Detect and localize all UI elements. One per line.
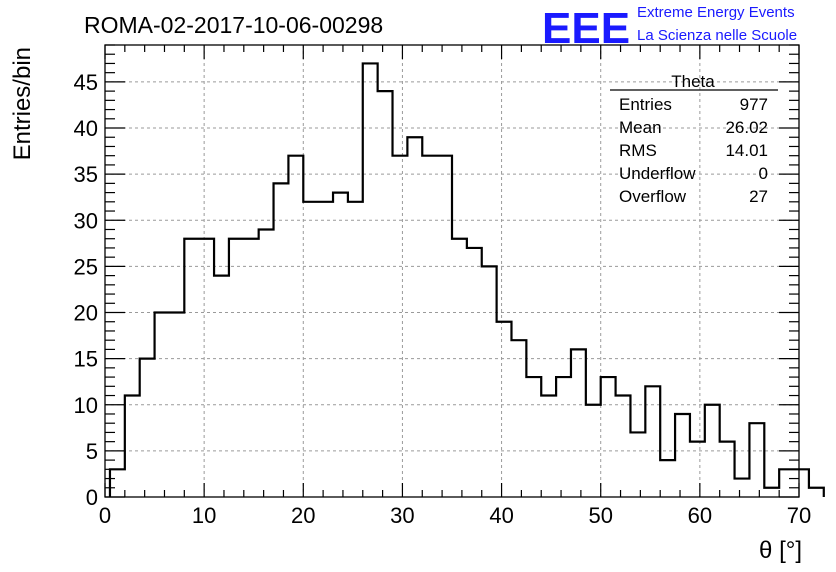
stats-row-value: 14.01	[725, 141, 768, 160]
brand-line-1: Extreme Energy Events	[637, 4, 795, 21]
x-tick-label: 30	[390, 503, 414, 528]
x-tick-label: 40	[489, 503, 513, 528]
histogram-bin	[303, 202, 318, 497]
plot-frame	[104, 44, 800, 498]
stats-row-value: 0	[759, 164, 768, 183]
histogram-bin	[511, 340, 526, 497]
y-tick-label: 20	[74, 301, 98, 326]
histogram-bin	[437, 156, 452, 497]
chart-title: ROMA-02-2017-10-06-00298	[84, 12, 383, 38]
histogram-bin	[214, 276, 229, 497]
histogram-bin	[169, 313, 184, 497]
axis-ticks	[104, 44, 800, 498]
histogram-bin	[259, 229, 274, 497]
brand-line-2: La Scienza nelle Scuole	[637, 27, 797, 44]
stats-box-name: Theta	[671, 72, 715, 91]
y-tick-label: 0	[86, 485, 98, 510]
histogram-bin	[764, 488, 779, 497]
stats-row-value: 26.02	[725, 118, 768, 137]
x-tick-label: 50	[588, 503, 612, 528]
histogram-bin	[184, 239, 199, 497]
y-tick-label: 5	[86, 439, 98, 464]
histogram-bin	[229, 239, 244, 497]
y-tick-label: 45	[74, 70, 98, 95]
histogram-bin	[571, 349, 586, 497]
histogram-bin	[140, 359, 155, 497]
y-axis-title: Entries/bin	[9, 47, 36, 160]
stats-row-value: 977	[740, 95, 768, 114]
y-tick-label: 30	[74, 208, 98, 233]
histogram-bin	[660, 460, 675, 497]
histogram-bin	[541, 396, 556, 497]
histogram-bin	[363, 63, 378, 497]
y-tick-label: 35	[74, 162, 98, 187]
histogram-bin	[393, 156, 408, 497]
y-tick-label: 25	[74, 254, 98, 279]
histogram-bin	[407, 137, 422, 497]
x-tick-label: 20	[291, 503, 315, 528]
stats-row-label: Entries	[619, 95, 672, 114]
x-tick-label: 70	[787, 503, 811, 528]
tick-labels: 0 10 20 30 40 50 60 70 0 5 10 15 20 25 30 35 40 45	[74, 70, 812, 528]
histogram-bin	[690, 442, 705, 497]
grid-lines	[105, 45, 799, 497]
histogram-bin	[452, 239, 467, 497]
histogram-bin	[497, 322, 512, 497]
histogram-bin	[675, 414, 690, 497]
histogram-bin	[749, 423, 764, 497]
histogram-bin	[378, 91, 393, 497]
histogram-outline	[108, 62, 825, 497]
histogram-bin	[735, 479, 750, 497]
x-axis-title: θ [°]	[759, 537, 802, 564]
histogram-bin	[125, 396, 140, 497]
histogram-bin	[244, 239, 259, 497]
y-tick-label: 40	[74, 116, 98, 141]
histogram-bin	[199, 239, 214, 497]
x-tick-label: 60	[688, 503, 712, 528]
y-tick-label: 15	[74, 347, 98, 372]
stats-box: Theta Entries 977 Mean 26.02 RMS 14.01 Underfl…	[610, 72, 778, 206]
histogram-bin	[274, 183, 289, 497]
histogram-bin	[705, 405, 720, 497]
histogram-bin	[809, 488, 824, 497]
histogram-bin	[333, 193, 348, 497]
histogram-bin	[288, 156, 303, 497]
histogram-bin	[155, 313, 170, 497]
x-tick-label: 10	[192, 503, 216, 528]
histogram-bin	[630, 432, 645, 497]
histogram-bars	[108, 62, 825, 497]
histogram-bin	[467, 248, 482, 497]
stats-row-label: Overflow	[619, 187, 687, 206]
histogram-bin	[526, 377, 541, 497]
histogram-bin	[482, 266, 497, 497]
stats-row-label: Underflow	[619, 164, 696, 183]
histogram-bin	[586, 405, 601, 497]
x-tick-label: 0	[99, 503, 111, 528]
histogram-bin	[616, 396, 631, 497]
histogram-bin	[601, 377, 616, 497]
histogram-bin	[318, 202, 333, 497]
histogram-bin	[110, 469, 125, 497]
histogram-bin	[422, 156, 437, 497]
histogram-bin	[779, 469, 794, 497]
histogram-bin	[720, 442, 735, 497]
histogram-bin	[556, 377, 571, 497]
histogram-bin	[794, 469, 809, 497]
stats-row-label: Mean	[619, 118, 662, 137]
stats-row-label: RMS	[619, 141, 657, 160]
histogram-bin	[348, 202, 363, 497]
y-tick-label: 10	[74, 393, 98, 418]
stats-row-value: 27	[749, 187, 768, 206]
histogram-bin	[645, 386, 660, 497]
